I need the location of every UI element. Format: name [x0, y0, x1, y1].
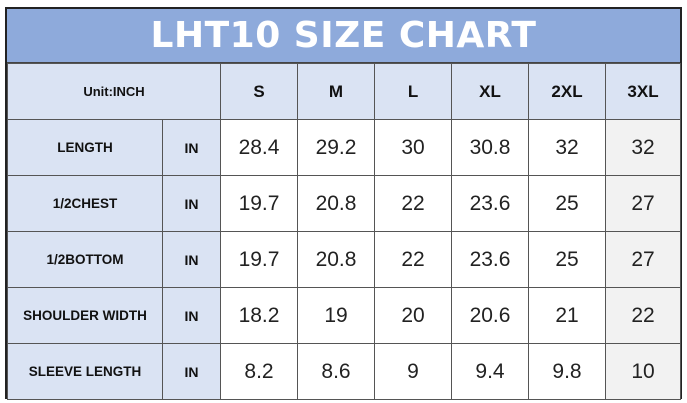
value-cell: 22	[374, 175, 453, 232]
size-header: 3XL	[605, 63, 682, 120]
value-cell: 20	[374, 287, 453, 344]
size-header: 2XL	[528, 63, 607, 120]
size-table: Unit:INCH S M L XL 2XL 3XL LENGTH IN 28.4 2…	[6, 63, 682, 400]
size-header: L	[374, 63, 453, 120]
value-cell: 8.2	[220, 343, 299, 400]
chart-title: LHT10 SIZE CHART	[7, 9, 680, 63]
value-cell: 23.6	[451, 175, 530, 232]
value-cell: 27	[605, 231, 682, 288]
table-row: SHOULDER WIDTH IN 18.2 19 20 20.6 21 22	[7, 287, 682, 344]
value-cell: 22	[605, 287, 682, 344]
unit-label: Unit:INCH	[6, 63, 222, 120]
size-header: M	[297, 63, 376, 120]
value-cell: 30.8	[451, 119, 530, 176]
value-cell: 19.7	[220, 175, 299, 232]
value-cell: 22	[374, 231, 453, 288]
value-cell: 20.8	[297, 231, 376, 288]
value-cell: 23.6	[451, 231, 530, 288]
value-cell: 28.4	[220, 119, 299, 176]
measurement-unit: IN	[161, 119, 222, 176]
measurement-unit: IN	[161, 343, 222, 400]
table-row: 1/2CHEST IN 19.7 20.8 22 23.6 25 27	[7, 175, 682, 232]
value-cell: 21	[528, 287, 607, 344]
size-header: XL	[451, 63, 530, 120]
value-cell: 27	[605, 175, 682, 232]
value-cell: 20.6	[451, 287, 530, 344]
value-cell: 9.4	[451, 343, 530, 400]
header-row: Unit:INCH S M L XL 2XL 3XL	[6, 63, 682, 120]
measurement-label: LENGTH	[7, 119, 163, 176]
size-chart: LHT10 SIZE CHART Unit:INCH S M L XL 2XL …	[5, 7, 682, 400]
measurement-label: 1/2CHEST	[7, 175, 163, 232]
value-cell: 19.7	[220, 231, 299, 288]
table-row: SLEEVE LENGTH IN 8.2 8.6 9 9.4 9.8 10	[7, 343, 682, 400]
value-cell: 9.8	[528, 343, 607, 400]
value-cell: 8.6	[297, 343, 376, 400]
value-cell: 19	[297, 287, 376, 344]
value-cell: 32	[605, 119, 682, 176]
size-header: S	[220, 63, 299, 120]
value-cell: 20.8	[297, 175, 376, 232]
measurement-label: SLEEVE LENGTH	[7, 343, 163, 400]
value-cell: 9	[374, 343, 453, 400]
value-cell: 32	[528, 119, 607, 176]
measurement-unit: IN	[161, 175, 222, 232]
value-cell: 25	[528, 231, 607, 288]
table-row: 1/2BOTTOM IN 19.7 20.8 22 23.6 25 27	[7, 231, 682, 288]
value-cell: 30	[374, 119, 453, 176]
measurement-label: 1/2BOTTOM	[7, 231, 163, 288]
measurement-unit: IN	[161, 287, 222, 344]
value-cell: 25	[528, 175, 607, 232]
value-cell: 18.2	[220, 287, 299, 344]
measurement-unit: IN	[161, 231, 222, 288]
table-row: LENGTH IN 28.4 29.2 30 30.8 32 32	[7, 119, 682, 176]
value-cell: 10	[605, 343, 682, 400]
value-cell: 29.2	[297, 119, 376, 176]
measurement-label: SHOULDER WIDTH	[7, 287, 163, 344]
